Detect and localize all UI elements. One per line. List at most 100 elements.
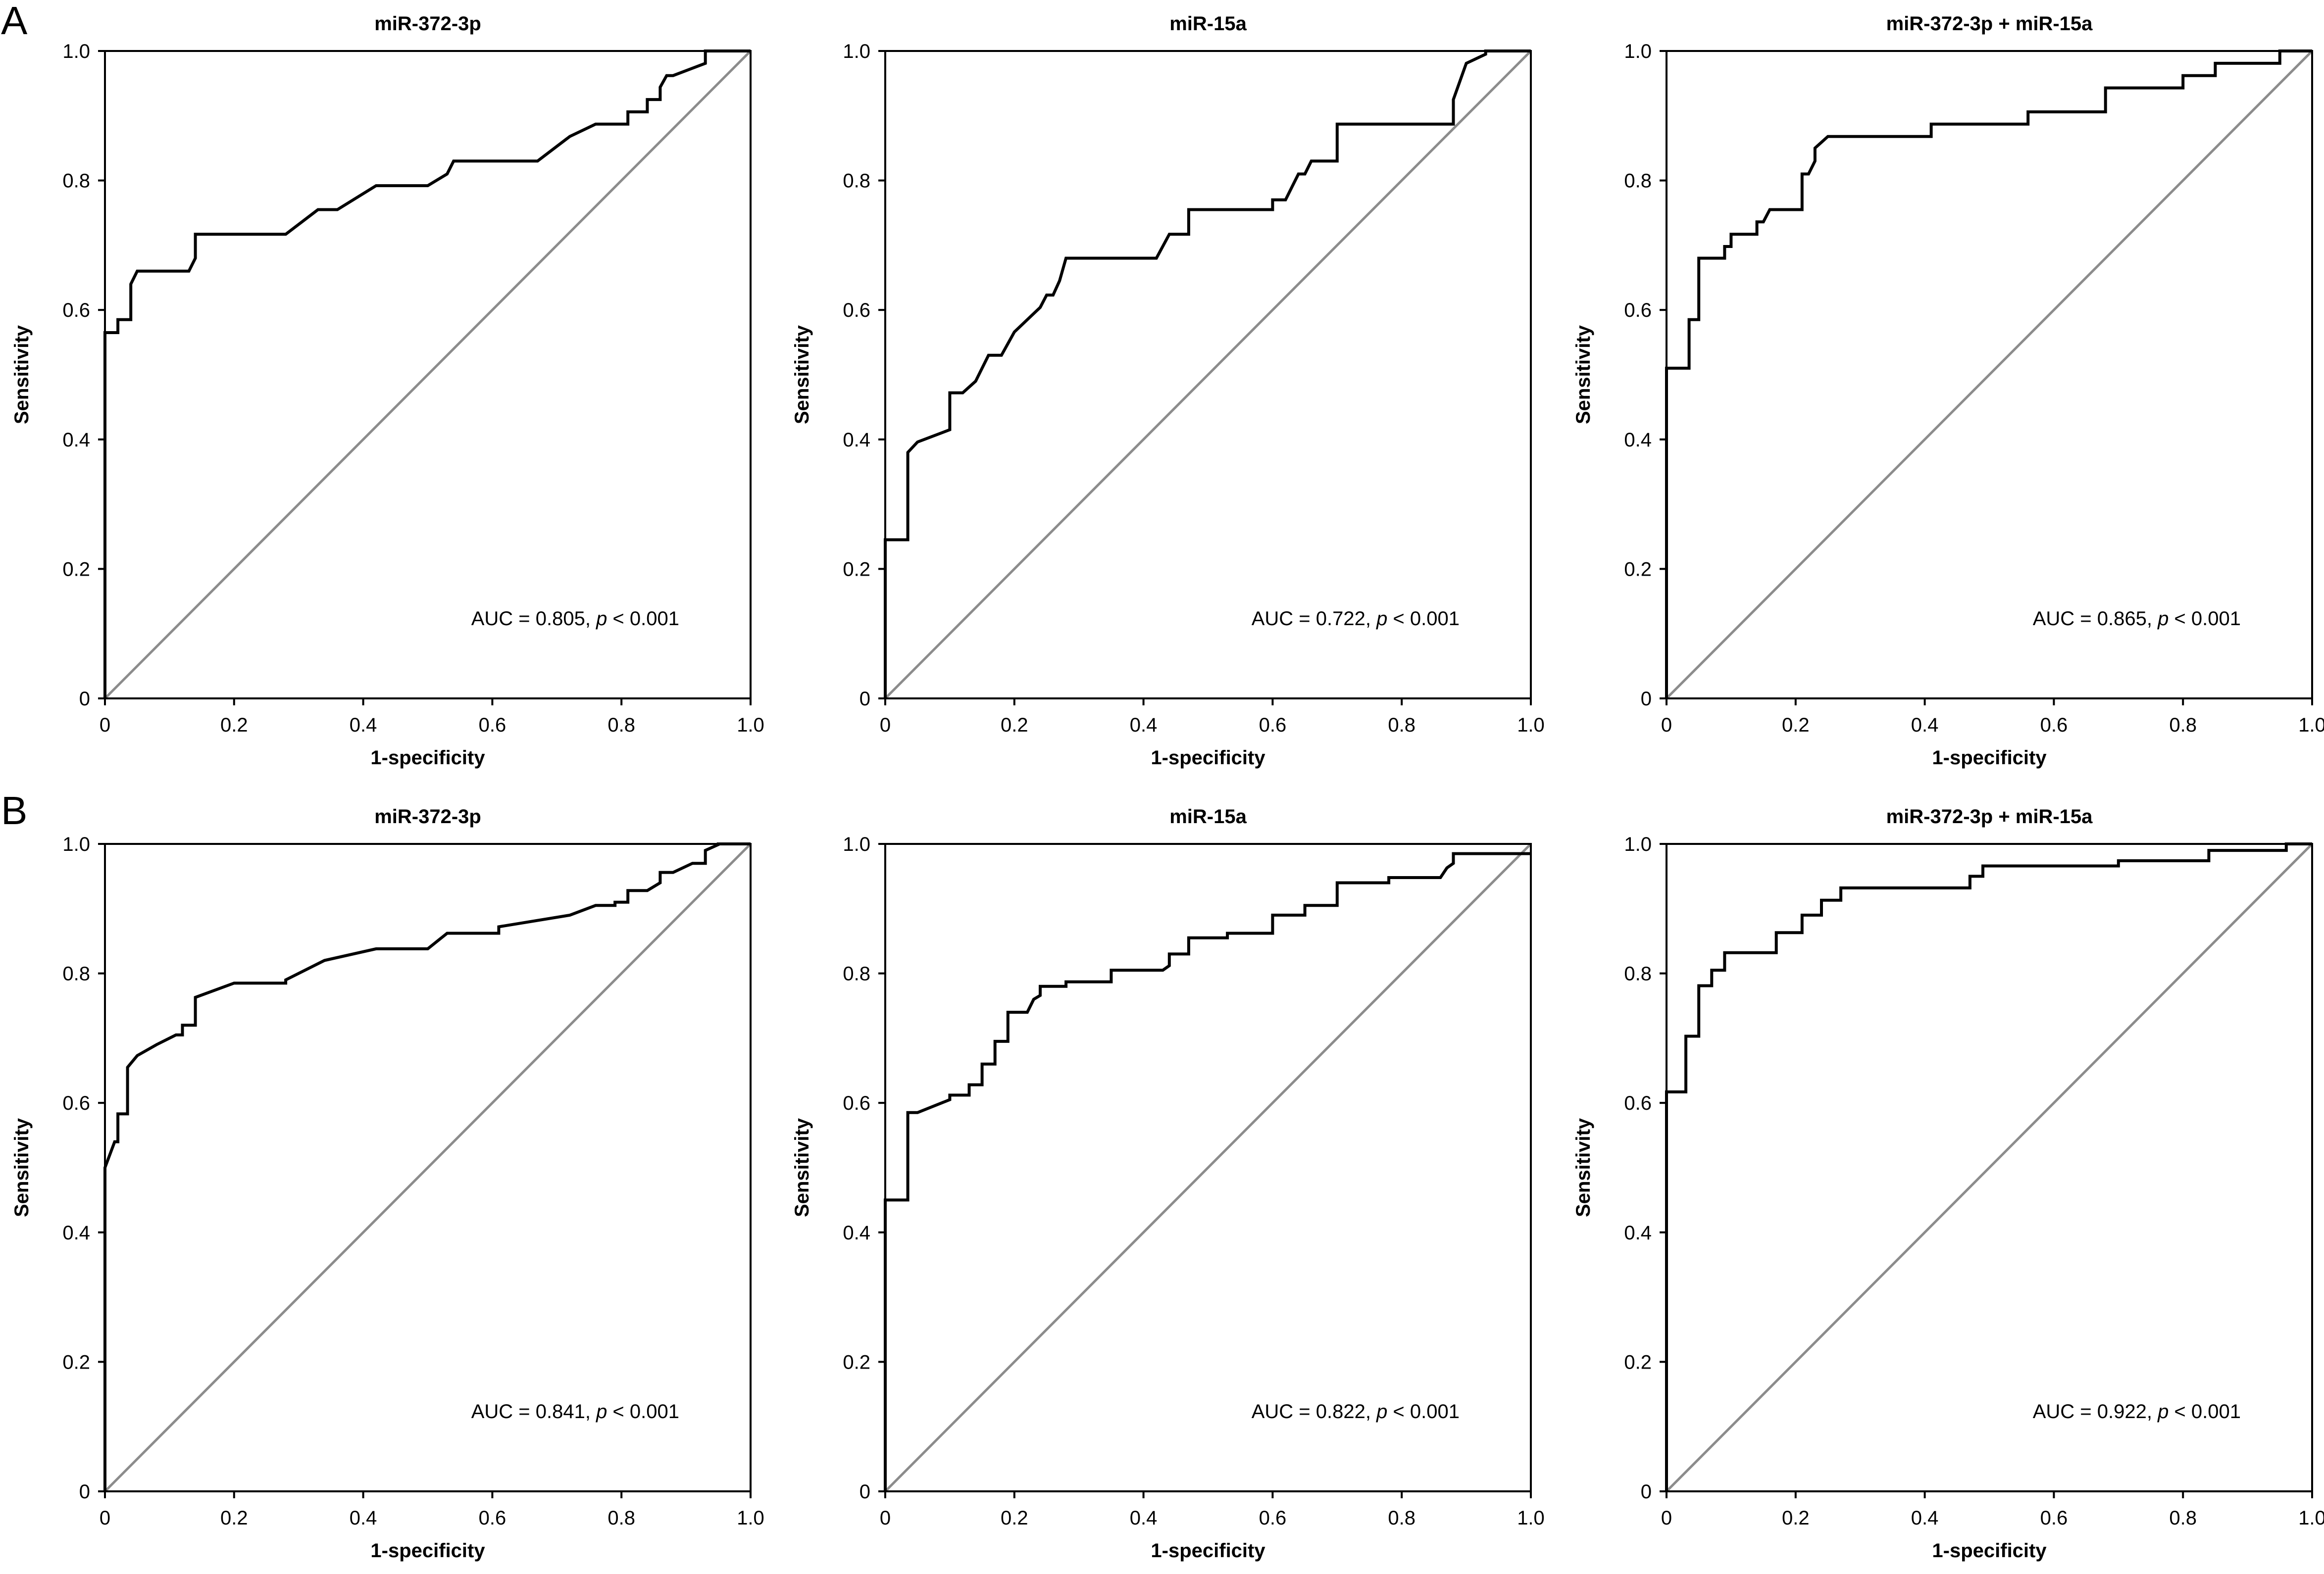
x-tick-label: 1.0 xyxy=(1517,1507,1545,1529)
y-tick-label: 0.6 xyxy=(843,1092,870,1114)
reference-diagonal xyxy=(884,50,1532,699)
x-tick-label: 0.6 xyxy=(2040,1507,2068,1529)
auc-annotation: AUC = 0.865, p < 0.001 xyxy=(2033,608,2241,630)
x-tick-label: 0.8 xyxy=(607,714,635,736)
y-tick-label: 0.4 xyxy=(1624,429,1652,451)
roc-curve xyxy=(884,49,1531,698)
x-tick-label: 0.8 xyxy=(1388,714,1415,736)
chart-title: miR-372-3p xyxy=(374,806,481,828)
x-tick-label: 0.6 xyxy=(1259,714,1287,736)
x-tick-label: 0.4 xyxy=(1911,714,1939,736)
y-tick-label: 0.8 xyxy=(62,963,90,985)
x-tick-label: 0.6 xyxy=(2040,714,2068,736)
chart-title: miR-372-3p + miR-15a xyxy=(1886,13,2093,35)
y-tick-label: 0.6 xyxy=(62,299,90,321)
panel-label-b: B xyxy=(1,788,28,833)
y-tick-label: 0.2 xyxy=(62,558,90,580)
y-tick-label: 0.2 xyxy=(843,1351,870,1373)
y-tick-label: 0.6 xyxy=(1624,299,1652,321)
reference-diagonal xyxy=(884,843,1532,1492)
y-tick-label: 0.6 xyxy=(1624,1092,1652,1114)
y-tick-label: 1.0 xyxy=(1624,41,1652,62)
y-tick-label: 1.0 xyxy=(843,41,870,62)
y-tick-label: 0.8 xyxy=(843,963,870,985)
y-tick-label: 0.6 xyxy=(62,1092,90,1114)
y-tick-label: 1.0 xyxy=(62,834,90,855)
x-tick-label: 1.0 xyxy=(2298,714,2324,736)
auc-annotation: AUC = 0.841, p < 0.001 xyxy=(471,1401,679,1423)
roc-curve xyxy=(1665,49,2312,698)
panel-label-a: A xyxy=(1,0,28,43)
x-tick-label: 0.8 xyxy=(2169,1507,2197,1529)
y-tick-label: 0.8 xyxy=(1624,963,1652,985)
x-tick-label: 0 xyxy=(100,1507,110,1529)
y-tick-label: 0.2 xyxy=(1624,558,1652,580)
reference-diagonal xyxy=(1666,843,2313,1492)
plot-frame xyxy=(1666,843,2313,1492)
x-axis-label: 1-specificity xyxy=(370,1540,485,1562)
y-axis-label: Sensitivity xyxy=(1572,1118,1594,1217)
x-tick-label: 0.2 xyxy=(1782,1507,1810,1529)
x-tick-label: 0 xyxy=(880,1507,891,1529)
x-tick-label: 0.4 xyxy=(1130,1507,1158,1529)
y-tick-label: 0.2 xyxy=(1624,1351,1652,1373)
plot-frame xyxy=(884,843,1532,1492)
auc-annotation: AUC = 0.822, p < 0.001 xyxy=(1252,1401,1460,1423)
x-tick-label: 0 xyxy=(1661,1507,1672,1529)
roc-curve xyxy=(103,842,751,1491)
auc-annotation: AUC = 0.805, p < 0.001 xyxy=(471,608,679,630)
y-tick-label: 0.2 xyxy=(843,558,870,580)
x-tick-label: 0.2 xyxy=(220,714,248,736)
y-tick-label: 0.4 xyxy=(62,1222,90,1244)
auc-annotation: AUC = 0.922, p < 0.001 xyxy=(2033,1401,2241,1423)
reference-diagonal xyxy=(104,50,752,699)
y-tick-label: 0.8 xyxy=(1624,170,1652,192)
y-axis-label: Sensitivity xyxy=(1572,325,1594,424)
y-tick-label: 0.6 xyxy=(843,299,870,321)
x-tick-label: 0.6 xyxy=(1259,1507,1287,1529)
auc-annotation: AUC = 0.722, p < 0.001 xyxy=(1252,608,1460,630)
plot-frame xyxy=(104,843,752,1492)
reference-diagonal xyxy=(104,843,752,1492)
roc-chart-1: 0 0.2 0.4 0.6 0.8 1.0 0 0.2 0.4 0.6 0.8 1.0 miR-372-… xyxy=(11,13,764,769)
y-axis-label: Sensitivity xyxy=(11,1118,33,1217)
x-tick-label: 0.4 xyxy=(350,1507,377,1529)
y-axis-label: Sensitivity xyxy=(791,325,813,424)
x-tick-label: 0.2 xyxy=(220,1507,248,1529)
y-tick-label: 0.4 xyxy=(843,1222,870,1244)
x-tick-label: 0.4 xyxy=(350,714,377,736)
x-tick-label: 0 xyxy=(1661,714,1672,736)
x-tick-label: 0.2 xyxy=(1782,714,1810,736)
y-tick-label: 1.0 xyxy=(1624,834,1652,855)
y-tick-label: 0.4 xyxy=(62,429,90,451)
roc-curve xyxy=(884,852,1531,1491)
y-tick-label: 0 xyxy=(859,688,870,710)
y-tick-label: 0 xyxy=(79,688,90,710)
y-tick-label: 0.8 xyxy=(843,170,870,192)
x-tick-label: 1.0 xyxy=(737,1507,764,1529)
roc-curve xyxy=(1665,842,2312,1491)
x-tick-label: 0.8 xyxy=(2169,714,2197,736)
y-tick-label: 0 xyxy=(859,1481,870,1503)
roc-curve xyxy=(103,49,751,698)
x-tick-label: 0.2 xyxy=(1001,1507,1028,1529)
x-tick-label: 1.0 xyxy=(737,714,764,736)
x-tick-label: 0 xyxy=(100,714,110,736)
y-tick-label: 0.4 xyxy=(843,429,870,451)
x-axis-label: 1-specificity xyxy=(1932,747,2047,769)
x-tick-label: 0.8 xyxy=(607,1507,635,1529)
roc-chart-4: 0 0.2 0.4 0.6 0.8 1.0 0 0.2 0.4 0.6 0.8 1.0 miR-372-… xyxy=(11,806,764,1562)
x-tick-label: 1.0 xyxy=(1517,714,1545,736)
x-tick-label: 0.6 xyxy=(479,1507,506,1529)
roc-chart-3: 0 0.2 0.4 0.6 0.8 1.0 0 0.2 0.4 0.6 0.8 1.0 miR-372-… xyxy=(1572,13,2324,769)
plot-frame xyxy=(884,50,1532,699)
chart-title: miR-15a xyxy=(1169,13,1247,35)
x-axis-label: 1-specificity xyxy=(1932,1540,2047,1562)
y-tick-label: 0.8 xyxy=(62,170,90,192)
chart-title: miR-372-3p + miR-15a xyxy=(1886,806,2093,828)
x-axis-label: 1-specificity xyxy=(1151,747,1265,769)
x-tick-label: 0.4 xyxy=(1911,1507,1939,1529)
y-tick-label: 0 xyxy=(1641,688,1652,710)
y-tick-label: 1.0 xyxy=(843,834,870,855)
